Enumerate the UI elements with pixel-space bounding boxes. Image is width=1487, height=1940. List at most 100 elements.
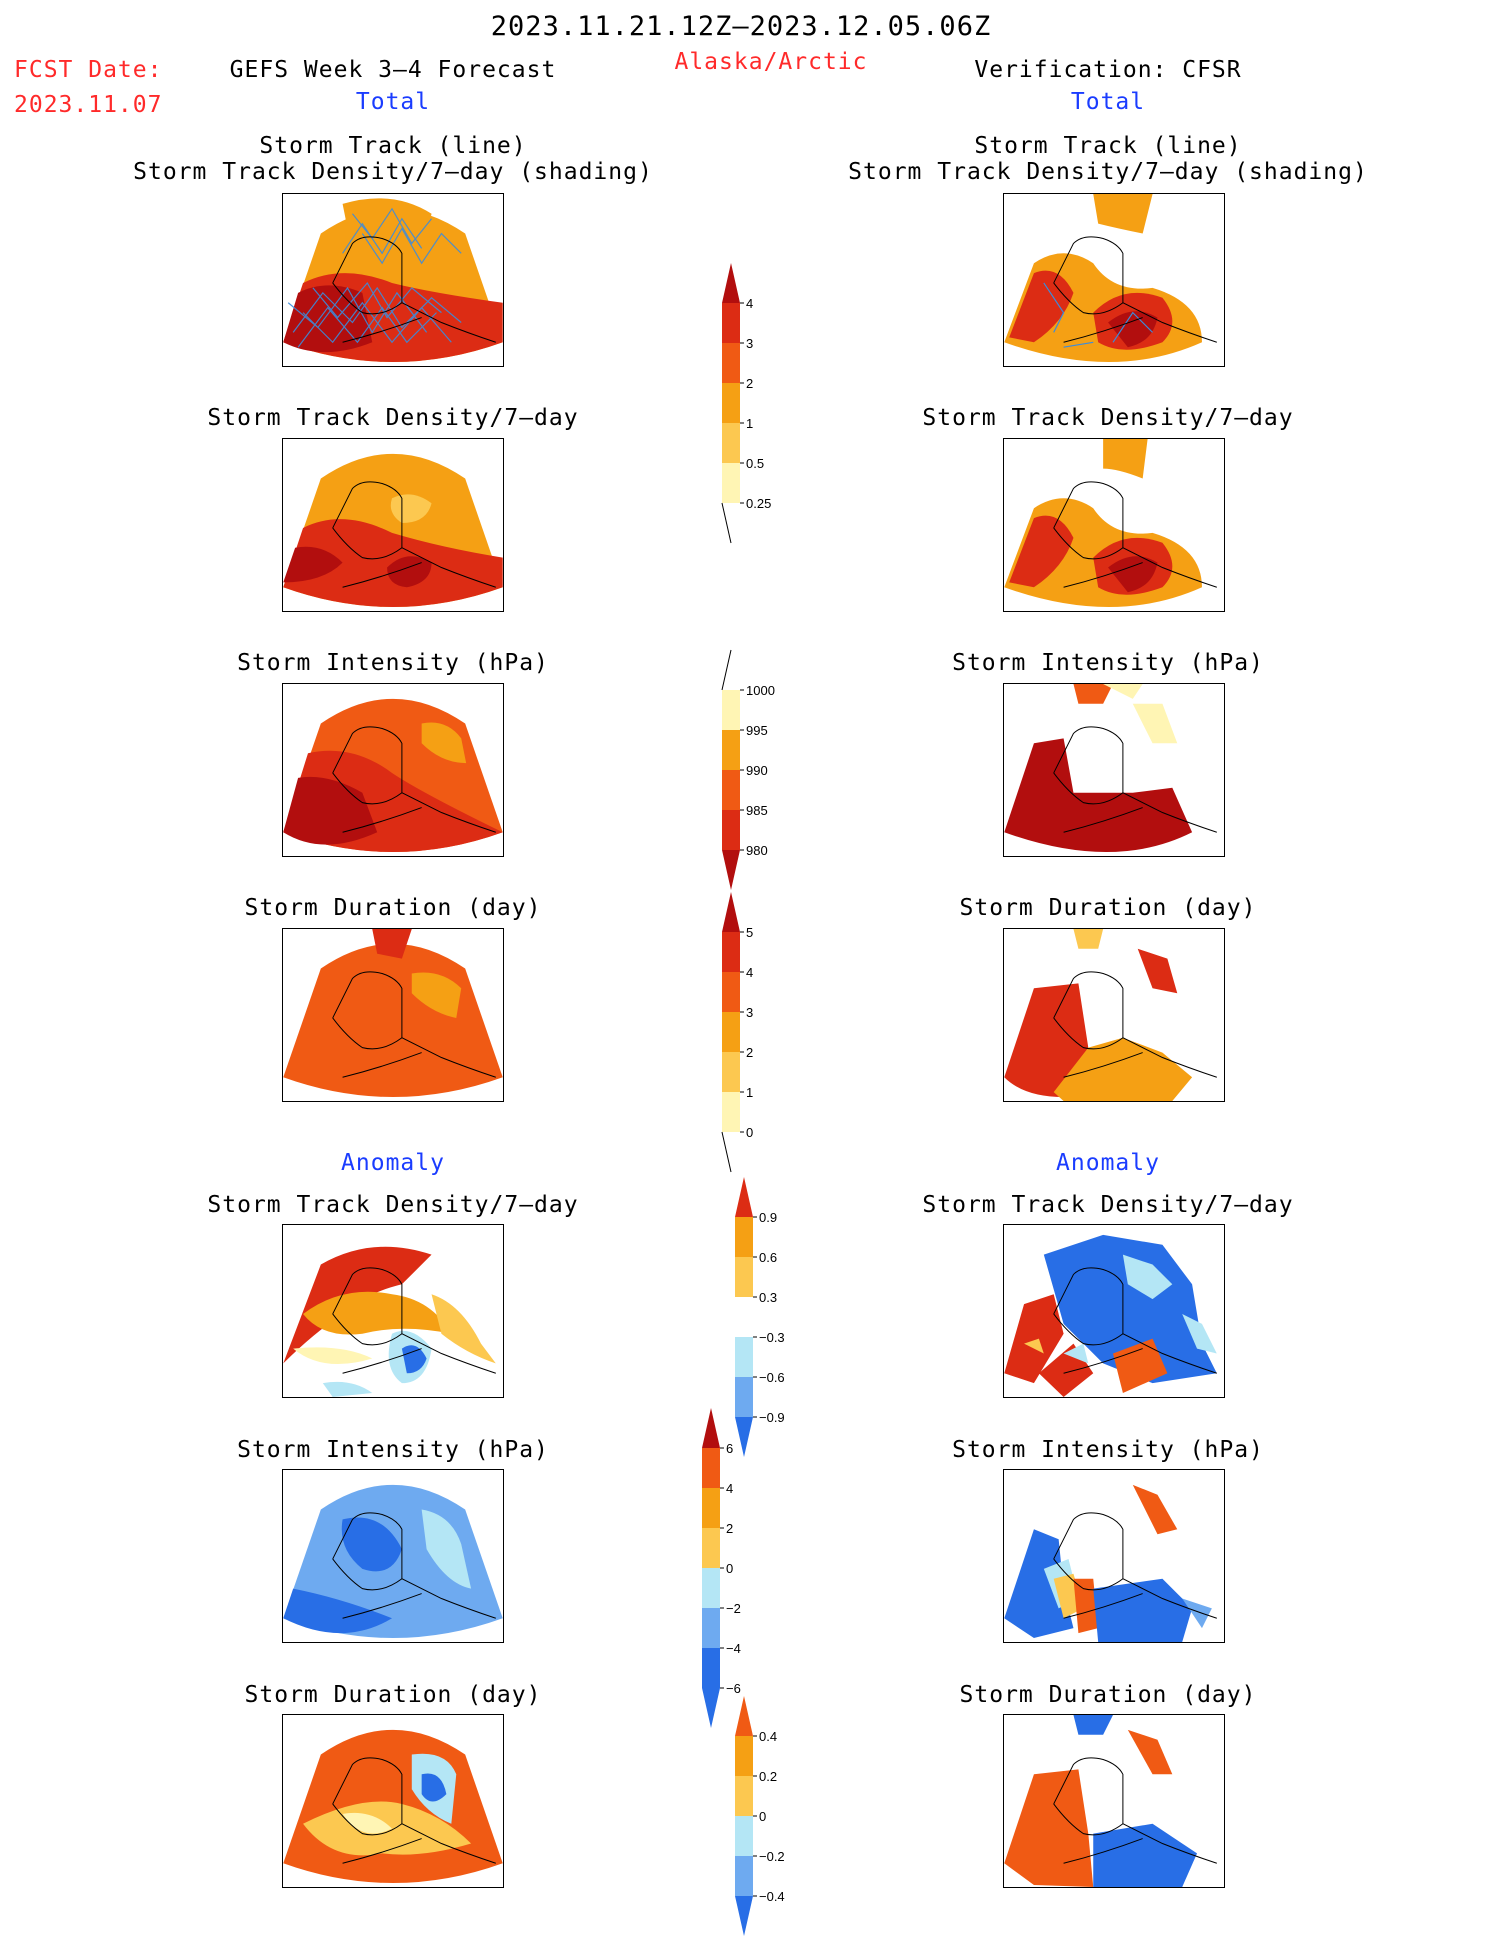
map-cfsr-intensity-anom <box>1003 1469 1225 1643</box>
panel-title: Storm Track (line) <box>974 133 1242 159</box>
colorbar-label: 4 <box>746 965 753 980</box>
map-fcst-intensity <box>282 683 504 857</box>
panel-title: Storm Track (line) <box>259 133 527 159</box>
panel-title: Storm Track Density/7–day <box>207 1192 579 1218</box>
map-cfsr-intensity <box>1003 683 1225 857</box>
map-fcst-intensity-graphic <box>283 698 503 853</box>
colorbar-intensity-total-graphic: 1000 995 990 985 980 <box>721 649 775 890</box>
map-cfsr-density <box>1003 438 1225 612</box>
right-anomaly-label: Anomaly <box>1056 1150 1160 1176</box>
colorbar-label: 0.3 <box>759 1290 777 1305</box>
map-cfsr-density-anom-graphic <box>1004 1234 1224 1397</box>
colorbar-label: 4 <box>746 296 753 311</box>
map-fcst-duration-graphic <box>283 929 503 1098</box>
colorbar-label: 0.2 <box>759 1769 777 1784</box>
colorbar-label: 0.5 <box>746 456 764 471</box>
colorbar-duration-total-graphic: 5 4 3 2 1 0 <box>721 892 753 1173</box>
map-cfsr-duration <box>1003 928 1225 1102</box>
colorbar-label: 990 <box>746 763 768 778</box>
colorbar-label: −0.3 <box>759 1330 785 1345</box>
colorbar-label: 0 <box>746 1125 753 1140</box>
map-fcst-intensity-anom-graphic <box>283 1484 503 1639</box>
fcst-date: 2023.11.07 <box>14 92 163 118</box>
colorbar-label: 985 <box>746 803 768 818</box>
panel-title: Storm Intensity (hPa) <box>237 1437 549 1463</box>
left-total-label: Total <box>355 89 431 115</box>
colorbar-intensity-total: 1000 995 990 985 980 <box>720 649 790 894</box>
colorbar-density-total: 4 3 2 1 0.5 0.25 <box>720 263 790 547</box>
colorbar-label: 2 <box>726 1521 733 1536</box>
colorbar-label: 0 <box>759 1809 766 1824</box>
map-fcst-density <box>282 438 504 612</box>
map-cfsr-intensity-graphic <box>1004 684 1224 853</box>
map-fcst-density-anom <box>282 1224 504 1398</box>
map-cfsr-track-graphic <box>1004 194 1224 363</box>
panel-title: Storm Track Density/7–day (shading) <box>848 159 1368 185</box>
fcst-label: FCST Date: <box>14 57 163 83</box>
panel-title: Storm Intensity (hPa) <box>952 650 1264 676</box>
map-cfsr-duration-graphic <box>1004 929 1224 1101</box>
colorbar-duration-total: 5 4 3 2 1 0 <box>720 892 790 1176</box>
colorbar-density-anom: 0.9 0.6 0.3 −0.3 −0.6 −0.9 <box>733 1177 803 1461</box>
colorbar-density-total-graphic: 4 3 2 1 0.5 0.25 <box>721 263 771 544</box>
panel-title: Storm Duration (day) <box>959 1682 1257 1708</box>
colorbar-label: 0.9 <box>759 1210 777 1225</box>
left-title: GEFS Week 3–4 Forecast <box>229 57 557 83</box>
colorbar-density-anom-graphic: 0.9 0.6 0.3 −0.3 −0.6 −0.9 <box>735 1177 785 1457</box>
colorbar-label: 0 <box>726 1561 733 1576</box>
map-fcst-duration-anom-graphic <box>283 1729 503 1884</box>
panel-title: Storm Intensity (hPa) <box>237 650 549 676</box>
colorbar-label: 1 <box>746 1085 753 1100</box>
panel-title: Storm Track Density/7–day <box>922 1192 1294 1218</box>
colorbar-label: 5 <box>746 925 753 940</box>
colorbar-intensity-anom: 6 4 2 0 −2 −4 −6 <box>700 1408 770 1732</box>
colorbar-label: 2 <box>746 1045 753 1060</box>
panel-title: Storm Track Density/7–day (shading) <box>133 159 653 185</box>
colorbar-label: 4 <box>726 1481 733 1496</box>
panel-title: Storm Duration (day) <box>244 895 542 921</box>
colorbar-label: 1 <box>746 416 753 431</box>
map-cfsr-duration-anom <box>1003 1714 1225 1888</box>
colorbar-label: 995 <box>746 723 768 738</box>
colorbar-intensity-anom-graphic: 6 4 2 0 −2 −4 −6 <box>702 1408 741 1728</box>
colorbar-label: 6 <box>726 1441 733 1456</box>
map-cfsr-density-anom <box>1003 1224 1225 1398</box>
map-cfsr-duration-anom-graphic <box>1004 1715 1224 1887</box>
colorbar-duration-anom: 0.4 0.2 0 −0.2 −0.4 <box>733 1696 803 1940</box>
panel-title: Storm Track Density/7–day <box>207 405 579 431</box>
colorbar-label: −4 <box>726 1641 741 1656</box>
colorbar-label: −6 <box>726 1681 741 1696</box>
colorbar-label: −0.4 <box>759 1889 785 1904</box>
colorbar-label: −0.9 <box>759 1410 785 1425</box>
map-fcst-duration-anom <box>282 1714 504 1888</box>
map-fcst-density-graphic <box>283 453 503 608</box>
colorbar-label: −2 <box>726 1601 741 1616</box>
map-fcst-track <box>282 193 504 367</box>
colorbar-label: −0.2 <box>759 1849 785 1864</box>
period-title: 2023.11.21.12Z–2023.12.05.06Z <box>490 11 992 42</box>
colorbar-label: −0.6 <box>759 1370 785 1385</box>
colorbar-duration-anom-graphic: 0.4 0.2 0 −0.2 −0.4 <box>735 1696 785 1936</box>
map-fcst-density-anom-graphic <box>283 1239 503 1397</box>
panel-title: Storm Intensity (hPa) <box>952 1437 1264 1463</box>
colorbar-label: 3 <box>746 1005 753 1020</box>
panel-title: Storm Duration (day) <box>959 895 1257 921</box>
left-anomaly-label: Anomaly <box>341 1150 445 1176</box>
colorbar-label: 0.4 <box>759 1729 777 1744</box>
region-title: Alaska/Arctic <box>674 49 868 75</box>
colorbar-label: 1000 <box>746 683 775 698</box>
colorbar-label: 0.25 <box>746 496 771 511</box>
colorbar-label: 2 <box>746 376 753 391</box>
panel-title: Storm Duration (day) <box>244 1682 542 1708</box>
map-fcst-track-graphic <box>283 198 503 363</box>
map-fcst-intensity-anom <box>282 1469 504 1643</box>
right-title: Verification: CFSR <box>974 57 1242 83</box>
map-cfsr-density-graphic <box>1004 439 1224 608</box>
right-total-label: Total <box>1070 89 1146 115</box>
map-cfsr-track <box>1003 193 1225 367</box>
map-fcst-duration <box>282 928 504 1102</box>
colorbar-label: 980 <box>746 843 768 858</box>
map-cfsr-intensity-anom-graphic <box>1004 1484 1224 1642</box>
colorbar-label: 3 <box>746 336 753 351</box>
panel-title: Storm Track Density/7–day <box>922 405 1294 431</box>
